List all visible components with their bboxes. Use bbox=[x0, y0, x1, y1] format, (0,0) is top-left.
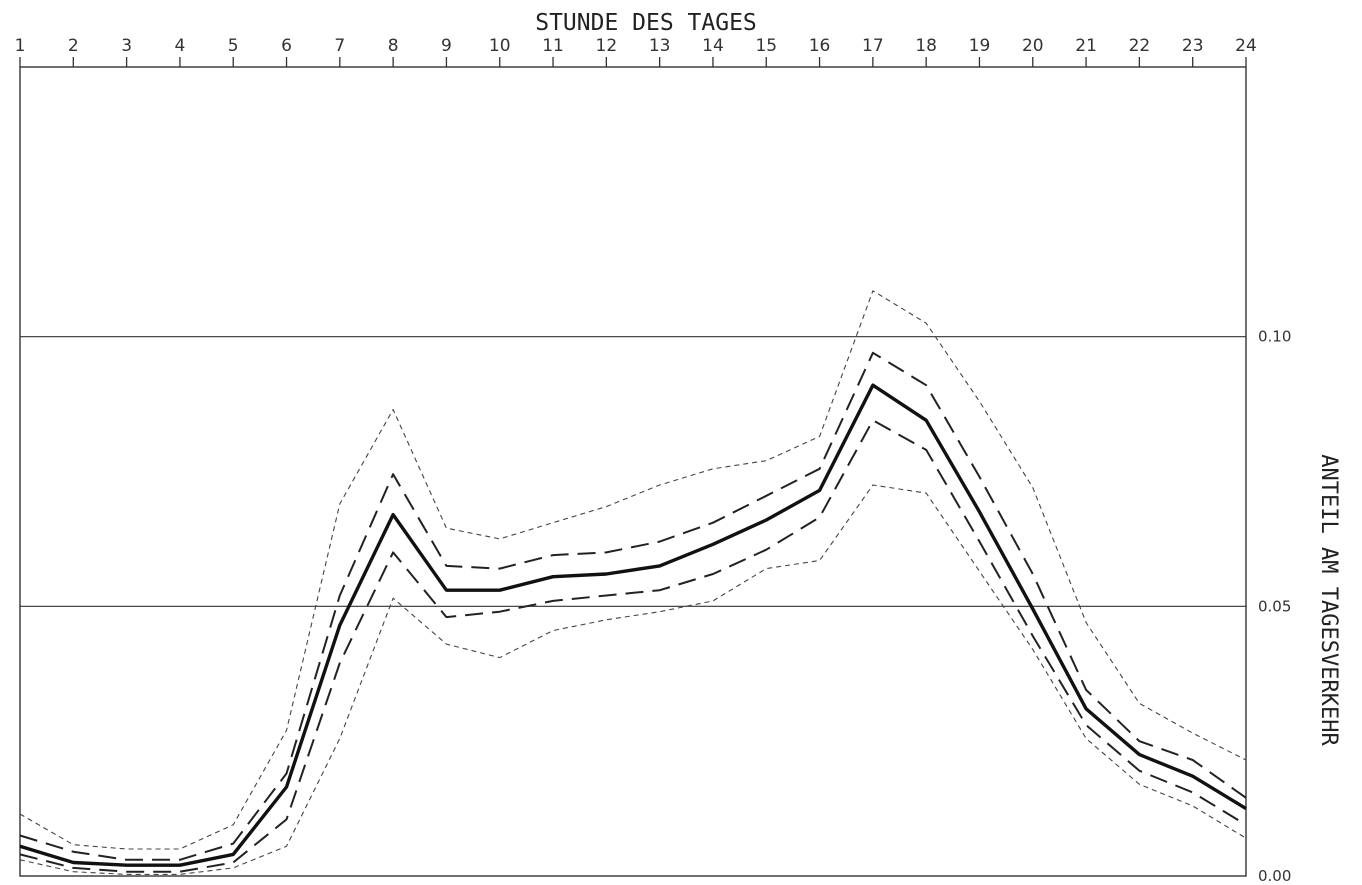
x-tick-label: 13 bbox=[649, 36, 671, 56]
x-tick-label: 22 bbox=[1129, 36, 1151, 56]
x-tick-label: 3 bbox=[121, 36, 132, 56]
x-tick-label: 15 bbox=[755, 36, 777, 56]
x-tick-label: 2 bbox=[68, 36, 79, 56]
chart-title: STUNDE DES TAGES bbox=[535, 10, 757, 36]
x-tick-label: 6 bbox=[281, 36, 292, 56]
plot-frame bbox=[19, 66, 1247, 877]
y-tick-label: 0.05 bbox=[1258, 597, 1291, 615]
x-tick-label: 16 bbox=[809, 36, 831, 56]
series-line-4 bbox=[19, 419, 1247, 873]
series-line-5 bbox=[19, 484, 1247, 875]
x-tick-label: 21 bbox=[1075, 36, 1097, 56]
x-tick-label: 19 bbox=[969, 36, 991, 56]
y-axis-label: ANTEIL AM TAGESVERKEHR bbox=[1316, 454, 1341, 746]
series-line-1 bbox=[19, 290, 1247, 850]
x-tick-label: 18 bbox=[915, 36, 937, 56]
x-tick-label: 5 bbox=[228, 36, 239, 56]
x-tick-label: 7 bbox=[334, 36, 345, 56]
x-tick-label: 8 bbox=[388, 36, 399, 56]
y-tick-label: 0.00 bbox=[1258, 867, 1291, 885]
series-line-2 bbox=[19, 351, 1247, 861]
x-tick-label: 10 bbox=[489, 36, 511, 56]
x-tick-label: 1 bbox=[15, 36, 26, 56]
y-tick-label: 0.10 bbox=[1258, 328, 1291, 346]
x-tick-label: 12 bbox=[596, 36, 618, 56]
x-tick-label: 4 bbox=[174, 36, 185, 56]
series-line-3 bbox=[19, 383, 1247, 867]
x-tick-label: 14 bbox=[702, 36, 724, 56]
x-tick-label: 20 bbox=[1022, 36, 1044, 56]
x-tick-label: 17 bbox=[862, 36, 884, 56]
x-tick-label: 11 bbox=[542, 36, 564, 56]
x-tick-label: 23 bbox=[1182, 36, 1204, 56]
x-tick-label: 9 bbox=[441, 36, 452, 56]
x-tick-label: 24 bbox=[1235, 36, 1257, 56]
